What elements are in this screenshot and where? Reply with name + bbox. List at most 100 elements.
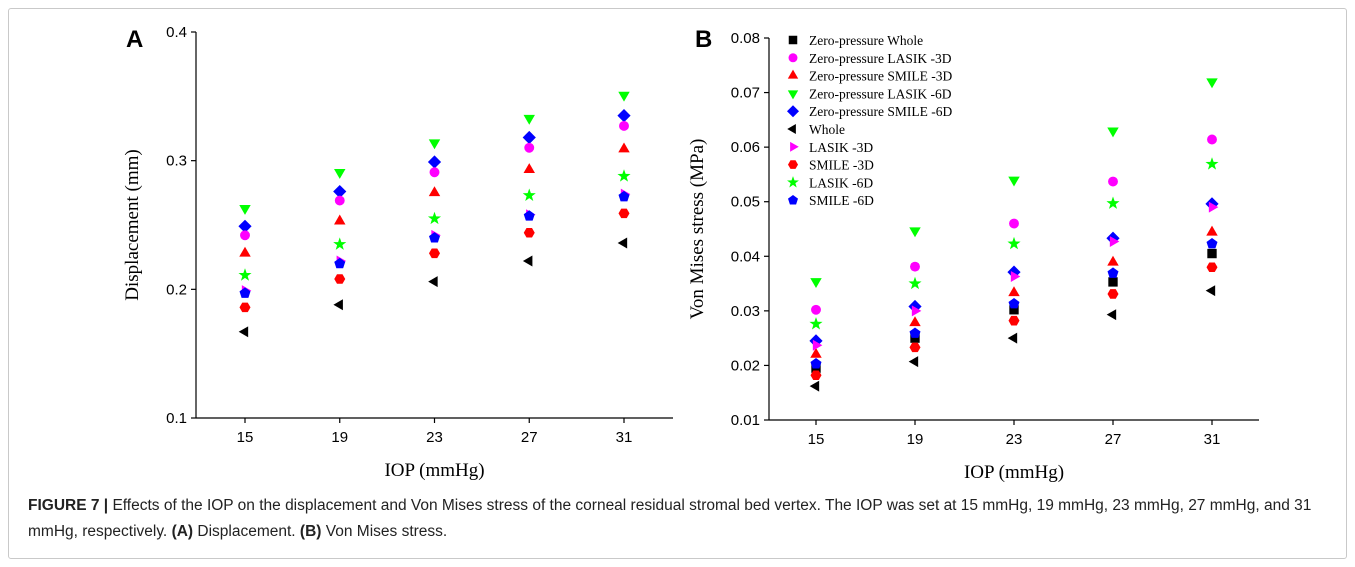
data-point-whole — [908, 356, 919, 368]
data-point-zero-smile3 — [1008, 286, 1020, 297]
caption-text-b: Von Mises stress. — [321, 523, 448, 540]
data-point-smile6 — [810, 358, 822, 369]
caption-figure-label: FIGURE 7 | — [28, 497, 109, 514]
data-point-zero-lasik3 — [1108, 176, 1118, 187]
x-tick-label: 27 — [521, 429, 538, 446]
data-point-lasik3 — [1010, 271, 1021, 282]
y-tick-label: 0.4 — [166, 24, 187, 41]
y-axis-title: Von Mises stress (MPa) — [687, 139, 708, 320]
panel-label: B — [695, 26, 712, 53]
data-point-smile6 — [909, 327, 921, 338]
x-tick-label: 19 — [907, 431, 924, 448]
data-point-zero-smile3 — [334, 214, 346, 225]
legend-marker-zero-lasik6 — [787, 90, 799, 100]
data-point-whole — [1106, 309, 1117, 321]
caption-text-a: Displacement. — [193, 523, 300, 540]
data-point-lasik6 — [333, 237, 347, 250]
data-point-zero-lasik6 — [523, 114, 535, 125]
data-point-zero-smile6 — [333, 184, 347, 199]
data-point-lasik6 — [427, 211, 442, 225]
data-point-whole — [1205, 285, 1216, 297]
data-point-smile6 — [1008, 297, 1020, 309]
data-point-smile3 — [334, 274, 346, 284]
data-point-zero-lasik3 — [1207, 134, 1217, 145]
data-point-whole — [1007, 332, 1018, 344]
data-point-lasik6 — [617, 169, 631, 182]
data-point-smile6 — [523, 210, 535, 221]
data-point-lasik3 — [812, 339, 823, 351]
y-tick-label: 0.03 — [731, 303, 760, 320]
data-point-zero-lasik3 — [429, 167, 440, 178]
data-point-smile3 — [810, 370, 822, 381]
y-axis-title: Displacement (mm) — [122, 149, 143, 300]
x-tick-label: 19 — [331, 429, 348, 446]
x-tick-label: 31 — [616, 429, 633, 446]
y-tick-label: 0.06 — [731, 139, 760, 156]
data-point-zero-lasik6 — [334, 168, 346, 179]
legend-label: SMILE -6D — [809, 193, 874, 208]
data-point-zero-lasik6 — [239, 204, 251, 215]
legend-label: LASIK -6D — [809, 175, 873, 190]
data-point-zero-lasik3 — [1009, 218, 1019, 229]
data-point-lasik6 — [1106, 196, 1120, 209]
data-point-lasik6 — [522, 188, 536, 201]
legend-marker-zero-smile6 — [787, 105, 799, 118]
data-point-zero-lasik6 — [909, 227, 921, 238]
legend-label: SMILE -3D — [809, 158, 874, 173]
panel-label: A — [126, 26, 143, 53]
data-point-zero-smile6 — [1007, 265, 1021, 279]
figure-caption: FIGURE 7 | Effects of the IOP on the dis… — [28, 493, 1328, 545]
y-tick-label: 0.02 — [731, 357, 760, 374]
data-point-whole — [238, 326, 249, 338]
data-point-zero-smile6 — [238, 219, 252, 233]
legend-marker-zero-lasik3 — [788, 53, 798, 63]
legend-label: LASIK -3D — [809, 140, 873, 155]
legend-label: Zero-pressure Whole — [809, 33, 923, 48]
legend-marker-smile6 — [788, 194, 798, 205]
data-point-lasik3 — [911, 305, 922, 317]
data-point-zero-lasik6 — [618, 91, 630, 102]
data-point-zero-smile3 — [523, 163, 535, 173]
data-point-whole — [617, 237, 628, 249]
legend-marker-lasik3 — [790, 141, 799, 152]
legend-label: Zero-pressure LASIK -6D — [809, 86, 952, 101]
legend-marker-smile3 — [788, 160, 798, 169]
data-point-zero-lasik3 — [334, 195, 345, 206]
y-tick-label: 0.08 — [731, 30, 760, 47]
x-tick-label: 15 — [237, 429, 254, 446]
data-point-zero-whole — [1207, 248, 1217, 259]
data-point-zero-whole — [1009, 305, 1019, 315]
data-point-smile6 — [618, 190, 630, 202]
data-point-zero-smile3 — [1107, 255, 1119, 266]
data-point-zero-lasik6 — [1107, 127, 1119, 138]
caption-label-b: (B) — [299, 523, 322, 540]
data-point-whole — [522, 255, 533, 267]
data-point-zero-lasik6 — [428, 139, 441, 150]
data-point-lasik3 — [1109, 236, 1120, 248]
data-point-smile6 — [1107, 267, 1119, 278]
data-point-smile3 — [239, 302, 251, 313]
y-tick-label: 0.05 — [731, 194, 760, 211]
x-tick-label: 23 — [1006, 431, 1023, 448]
y-tick-label: 0.1 — [166, 410, 187, 427]
data-point-smile3 — [1206, 262, 1218, 272]
data-point-zero-smile3 — [1206, 225, 1218, 236]
data-point-zero-whole — [1108, 277, 1118, 287]
data-point-zero-lasik3 — [910, 261, 920, 272]
y-tick-label: 0.07 — [731, 85, 760, 102]
data-point-smile6 — [429, 232, 440, 243]
legend-label: Zero-pressure SMILE -6D — [809, 104, 952, 119]
data-point-zero-smile3 — [909, 316, 921, 327]
legend-label: Zero-pressure LASIK -3D — [809, 51, 952, 66]
y-tick-label: 0.2 — [166, 281, 187, 298]
data-point-smile6 — [239, 287, 251, 298]
data-point-zero-lasik6 — [1008, 176, 1020, 187]
y-tick-label: 0.3 — [166, 153, 187, 170]
data-point-lasik6 — [908, 276, 922, 290]
data-point-zero-smile3 — [428, 186, 441, 197]
x-axis-title: IOP (mmHg) — [964, 462, 1064, 483]
data-point-zero-smile6 — [617, 109, 631, 123]
legend-marker-whole — [787, 124, 796, 134]
x-tick-label: 15 — [808, 431, 825, 448]
